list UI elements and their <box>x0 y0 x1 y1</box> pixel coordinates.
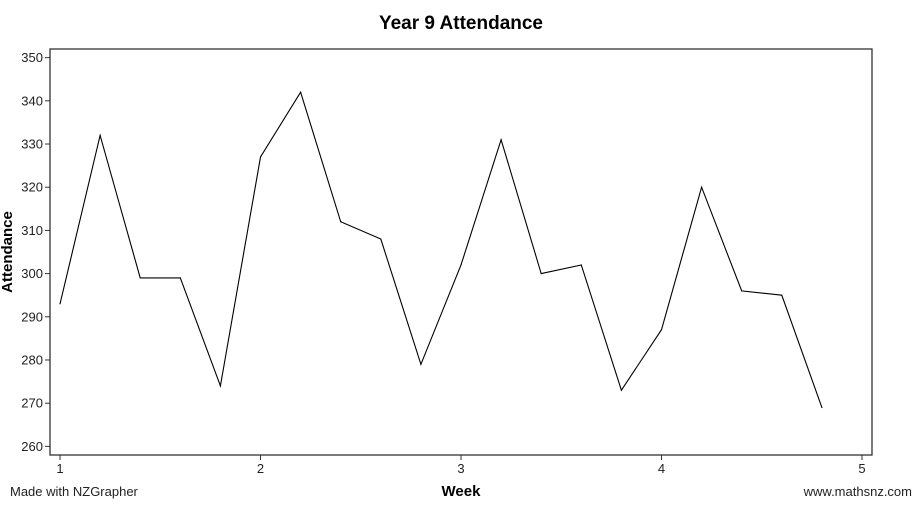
y-axis: 260 270 280 290 300 310 320 330 340 350 <box>21 50 50 454</box>
plot-frame <box>49 48 873 456</box>
x-tick-label: 4 <box>658 461 665 476</box>
y-tick-label: 290 <box>21 309 43 324</box>
data-point <box>139 277 141 279</box>
data-point <box>219 385 222 387</box>
y-tick-label: 270 <box>21 396 43 411</box>
x-tick-label: 2 <box>257 461 264 476</box>
data-point <box>500 139 502 141</box>
data-point <box>781 294 783 296</box>
y-axis-title: Attendance <box>0 211 16 293</box>
footer-credit: Made with NZGrapher <box>10 484 138 499</box>
data-point <box>620 389 622 391</box>
x-axis: 1 2 3 4 5 <box>56 455 866 476</box>
y-tick-label: 330 <box>21 137 43 152</box>
data-point <box>580 264 582 266</box>
x-tick-label: 1 <box>56 461 63 476</box>
data-point <box>300 91 302 93</box>
y-tick-label: 340 <box>21 93 43 108</box>
x-tick-label: 5 <box>858 461 865 476</box>
footer-website: www.mathsnz.com <box>803 484 912 499</box>
data-point <box>460 264 462 266</box>
x-tick-label: 3 <box>457 461 464 476</box>
data-point <box>59 303 61 305</box>
data-point <box>420 363 422 365</box>
y-tick-label: 310 <box>21 223 43 238</box>
series-line <box>59 90 823 408</box>
y-tick-label: 300 <box>21 266 43 281</box>
series-layer <box>59 90 823 409</box>
data-point <box>179 277 181 279</box>
data-point <box>540 272 542 275</box>
data-point <box>380 238 382 240</box>
data-point <box>700 186 703 188</box>
x-axis-title: Week <box>442 483 482 500</box>
data-point <box>340 221 342 223</box>
data-point <box>741 290 743 292</box>
data-point <box>259 156 262 158</box>
data-point <box>821 406 823 409</box>
chart-title: Year 9 Attendance <box>379 13 543 34</box>
y-tick-label: 320 <box>21 180 43 195</box>
y-tick-label: 280 <box>21 352 43 367</box>
data-point <box>99 134 101 136</box>
y-tick-label: 260 <box>21 439 43 454</box>
data-point <box>660 329 663 331</box>
y-tick-label: 350 <box>21 50 43 65</box>
